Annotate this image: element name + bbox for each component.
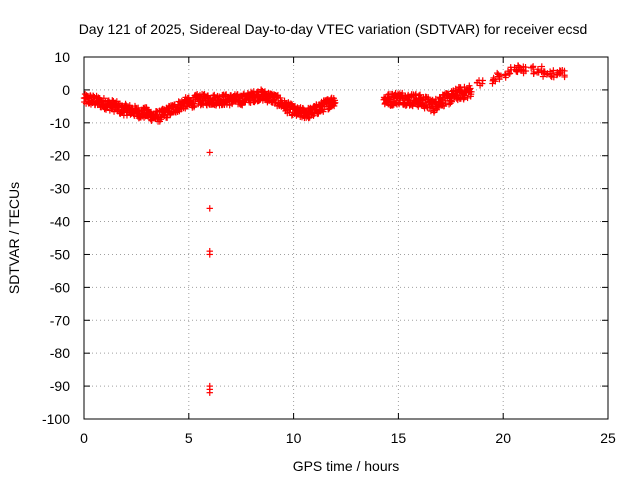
- y-tick-label: -60: [50, 279, 70, 295]
- chart-title: Day 121 of 2025, Sidereal Day-to-day VTE…: [79, 21, 588, 37]
- x-tick-label: 25: [600, 430, 616, 446]
- outlier-point: [206, 389, 213, 396]
- x-axis-label: GPS time / hours: [293, 458, 400, 474]
- data-point: [163, 114, 171, 121]
- x-tick-label: 0: [80, 430, 88, 446]
- outlier-point: [206, 251, 213, 258]
- data-point: [492, 78, 499, 85]
- data-point: [437, 95, 444, 102]
- data-point: [515, 62, 522, 69]
- data-point: [222, 91, 230, 98]
- data-point: [548, 73, 555, 81]
- plot-frame: [83, 56, 609, 420]
- data-point: [539, 73, 547, 80]
- data-point: [272, 98, 279, 106]
- data-point: [494, 73, 502, 80]
- data-point: [247, 99, 254, 106]
- data-point: [448, 98, 456, 105]
- data-point: [261, 88, 269, 95]
- x-tick-label: 5: [185, 430, 193, 446]
- outlier-point: [206, 149, 213, 156]
- data-point: [320, 108, 327, 115]
- data-point: [476, 82, 484, 89]
- data-point: [530, 70, 537, 77]
- data-point: [100, 95, 108, 102]
- data-point: [534, 65, 542, 73]
- y-tick-label: 10: [54, 49, 70, 65]
- y-tick-label: -70: [50, 312, 70, 328]
- data-point: [497, 72, 505, 80]
- outlier-point: [206, 205, 213, 212]
- data-point: [541, 68, 548, 75]
- data-point: [550, 67, 557, 74]
- y-tick-label: -50: [50, 246, 70, 262]
- data-point: [501, 71, 509, 78]
- data-point: [305, 114, 312, 122]
- y-tick-label: -20: [50, 148, 70, 164]
- x-tick-label: 15: [391, 430, 407, 446]
- data-point: [416, 91, 424, 98]
- data-point: [198, 100, 205, 107]
- data-point: [475, 77, 483, 84]
- y-tick-label: -80: [50, 345, 70, 361]
- data-point: [502, 74, 509, 81]
- y-tick-label: -30: [50, 181, 70, 197]
- data-point: [468, 88, 475, 96]
- y-axis-label: SDTVAR / TECUs: [6, 182, 22, 294]
- data-point: [547, 72, 555, 80]
- tick-layer: 0 5 10 15 20 25 10 0 -10 -20 -30 -40 -50 -60 -70 -80 -90…: [42, 49, 616, 446]
- data-points: [80, 62, 568, 396]
- y-tick-label: 0: [62, 82, 70, 98]
- data-point: [331, 99, 339, 106]
- y-tick-label: -40: [50, 214, 70, 230]
- data-point: [527, 64, 535, 71]
- x-tick-label: 10: [286, 430, 302, 446]
- y-tick-label: -100: [42, 411, 70, 427]
- grid-layer: [84, 57, 608, 419]
- data-point: [461, 94, 468, 101]
- y-tick-label: -10: [50, 115, 70, 131]
- x-tick-label: 20: [495, 430, 511, 446]
- y-tick-label: -90: [50, 378, 70, 394]
- data-point: [467, 85, 474, 92]
- data-point: [191, 102, 198, 110]
- data-point: [514, 68, 521, 76]
- data-point: [520, 69, 527, 77]
- data-point: [506, 70, 514, 77]
- data-point: [561, 67, 568, 75]
